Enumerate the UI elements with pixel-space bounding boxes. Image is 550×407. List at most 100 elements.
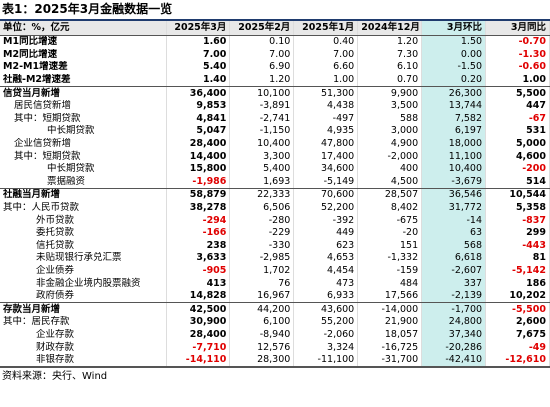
value-cell: 5.40 — [166, 61, 231, 74]
value-cell: 18,057 — [357, 328, 423, 342]
row-label: 居民信贷新增 — [0, 99, 167, 113]
value-cell: -5,149 — [293, 175, 359, 190]
value-cell: 5,000 — [485, 137, 550, 151]
row-label: 其中：人民币贷款 — [0, 201, 167, 215]
table-row: 中长期贷款 5,047 -1,150 4,935 3,000 6,197 531 — [0, 125, 550, 138]
value-cell: 413 — [166, 277, 231, 290]
value-cell: 1.00 — [293, 73, 359, 88]
value-cell: -12,610 — [485, 353, 550, 368]
source-note: 资料来源：央行、Wind — [0, 367, 550, 386]
value-cell: 1.20 — [357, 35, 423, 49]
value-cell: 568 — [421, 239, 487, 253]
table-row: 其中：人民币贷款 38,278 6,506 52,200 8,402 31,772 5,35… — [0, 201, 550, 215]
value-cell: 14,400 — [166, 150, 231, 163]
value-cell: 7,675 — [485, 328, 550, 342]
value-cell: -49 — [485, 341, 550, 354]
table-row: 委托贷款 -166 -229 449 -20 63 299 — [0, 226, 550, 240]
value-cell: 4,500 — [357, 175, 423, 190]
table-row: 存款当月新增 42,500 44,200 43,600 -14,000 -1,700 -5,… — [0, 302, 550, 317]
header-cell: 2024年12月 — [357, 20, 423, 36]
value-cell: 10,100 — [229, 86, 295, 100]
value-cell: 2,600 — [485, 316, 550, 329]
row-label: 社融当月新增 — [0, 188, 167, 202]
value-cell: 0.10 — [229, 35, 295, 49]
value-cell: 37,340 — [421, 328, 487, 342]
table-row: 政府债券 14,828 16,967 6,933 17,566 -2,139 10,202 — [0, 289, 550, 304]
value-cell: 473 — [293, 277, 359, 290]
row-label: 非银存款 — [0, 353, 167, 368]
value-cell: 26,300 — [421, 86, 487, 100]
value-cell: -14 — [421, 214, 487, 227]
value-cell: 7.00 — [293, 48, 359, 62]
row-label: 财政存款 — [0, 341, 167, 354]
value-cell: -8,940 — [229, 328, 295, 342]
value-cell: 6.90 — [229, 61, 295, 74]
row-label: 非金融企业境内股票融资 — [0, 277, 167, 290]
table-row: 居民信贷新增 9,853 -3,891 4,438 3,500 13,744 447 — [0, 99, 550, 113]
value-cell: -497 — [293, 112, 359, 126]
value-cell: 531 — [485, 125, 550, 138]
value-cell: 58,879 — [166, 188, 231, 202]
header-cell: 2025年1月 — [293, 20, 359, 36]
table-row: 社融-M2增速差 1.40 1.20 1.00 0.70 0.20 1.00 — [0, 73, 550, 88]
row-label: M2同比增速 — [0, 48, 167, 62]
value-cell: -905 — [166, 264, 231, 278]
table-row: 财政存款 -7,710 12,576 3,324 -16,725 -20,286 -49 — [0, 341, 550, 354]
value-cell: -1,986 — [166, 175, 231, 190]
table-row: 社融当月新增 58,879 22,333 70,600 28,507 36,546 10,5… — [0, 188, 550, 202]
value-cell: 7,582 — [421, 112, 487, 126]
table-row: 外币贷款 -294 -280 -392 -675 -14 -837 — [0, 214, 550, 227]
value-cell: -2,607 — [421, 264, 487, 278]
value-cell: 6,197 — [421, 125, 487, 138]
value-cell: -0.70 — [485, 35, 550, 49]
value-cell: 36,546 — [421, 188, 487, 202]
value-cell: 6,100 — [229, 316, 295, 329]
header-cell: 2025年3月 — [166, 20, 231, 36]
value-cell: -837 — [485, 214, 550, 227]
table-row: 其中：居民存款 30,900 6,100 55,200 21,900 24,800 2,60… — [0, 316, 550, 329]
value-cell: 22,333 — [229, 188, 295, 202]
table-row: 未贴现银行承兑汇票 3,633 -2,985 4,653 -1,332 6,618 81 — [0, 252, 550, 265]
value-cell: 4,454 — [293, 264, 359, 278]
value-cell: 30,900 — [166, 316, 231, 329]
value-cell: 3,000 — [357, 125, 423, 138]
value-cell: 1.60 — [166, 35, 231, 49]
table-row: 非金融企业境内股票融资 413 76 473 484 337 186 — [0, 277, 550, 290]
table-row: 信托贷款 238 -330 623 151 568 -443 — [0, 239, 550, 253]
value-cell: -675 — [357, 214, 423, 227]
value-cell: -5,142 — [485, 264, 550, 278]
value-cell: 4,438 — [293, 99, 359, 113]
value-cell: 447 — [485, 99, 550, 113]
row-label: 政府债券 — [0, 289, 167, 304]
value-cell: 24,800 — [421, 316, 487, 329]
row-label: 其中：短期贷款 — [0, 150, 167, 163]
header-row: 单位：%，亿元 2025年3月 2025年2月 2025年1月 2024年12月 3月环比… — [0, 20, 550, 36]
row-label: 其中：短期贷款 — [0, 112, 167, 126]
row-label: 信贷当月新增 — [0, 86, 167, 100]
row-label: 其中：居民存款 — [0, 316, 167, 329]
value-cell: -1.50 — [421, 61, 487, 74]
row-label: 中长期贷款 — [0, 125, 167, 138]
value-cell: 6,506 — [229, 201, 295, 215]
value-cell: -3,679 — [421, 175, 487, 190]
value-cell: -67 — [485, 112, 550, 126]
value-cell: 8,402 — [357, 201, 423, 215]
value-cell: 15,800 — [166, 162, 231, 176]
row-label: 中长期贷款 — [0, 162, 167, 176]
value-cell: -392 — [293, 214, 359, 227]
value-cell: -2,985 — [229, 252, 295, 265]
table-row: 其中：短期贷款 14,400 3,300 17,400 -2,000 11,100 4,60… — [0, 150, 550, 163]
value-cell: 36,400 — [166, 86, 231, 100]
value-cell: 14,828 — [166, 289, 231, 304]
table-row: 其中：短期贷款 4,841 -2,741 -497 588 7,582 -67 — [0, 112, 550, 126]
value-cell: -2,139 — [421, 289, 487, 304]
value-cell: -16,725 — [357, 341, 423, 354]
row-label: 社融-M2增速差 — [0, 73, 167, 88]
value-cell: -20,286 — [421, 341, 487, 354]
value-cell: -294 — [166, 214, 231, 227]
table-row: M2-M1增速差 5.40 6.90 6.60 6.10 -1.50 -0.60 — [0, 61, 550, 74]
row-label: 委托贷款 — [0, 226, 167, 240]
table-row: 票据融资 -1,986 1,693 -5,149 4,500 -3,679 514 — [0, 175, 550, 190]
value-cell: 514 — [485, 175, 550, 190]
row-label: 企业债券 — [0, 264, 167, 278]
